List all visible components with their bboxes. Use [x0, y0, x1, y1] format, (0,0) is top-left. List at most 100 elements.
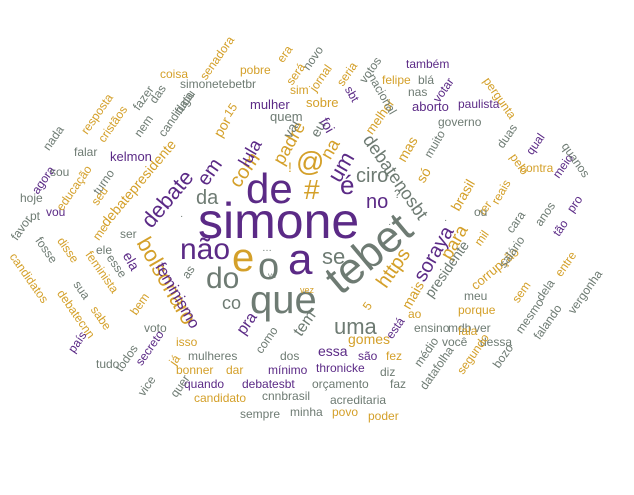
word-ele: ele	[96, 243, 113, 257]
word-sobre: sobre	[306, 95, 339, 110]
word-simonetebetbr: simonetebetbr	[180, 77, 257, 91]
word-disse: disse	[54, 234, 82, 266]
word-sm1: ·	[180, 211, 184, 222]
word-sem: sem	[509, 278, 534, 306]
word-a: a	[288, 235, 313, 284]
word-sm3: ·	[388, 219, 392, 230]
word-reais: reais	[488, 177, 514, 207]
word-meu: meu	[464, 289, 488, 303]
word-pt: pt	[30, 209, 41, 223]
word-qual: qual	[523, 130, 548, 158]
word-gomes: gomes	[348, 331, 391, 347]
word-nada: nada	[39, 123, 67, 153]
word-por: por	[210, 114, 235, 140]
word-ser: ser	[120, 227, 137, 241]
word-quem: quem	[270, 109, 303, 124]
word-hoje: hoje	[20, 191, 43, 205]
word-mulheres: mulheres	[188, 349, 238, 363]
word-entre: entre	[552, 248, 580, 280]
word-de: de	[246, 165, 293, 212]
word-fosse: fosse	[32, 234, 61, 266]
word-coisa: coisa	[160, 67, 189, 81]
word-q: ?	[394, 187, 401, 201]
word-contra: contra	[520, 161, 554, 175]
word-esta: está	[383, 314, 408, 342]
word-pro: pro	[563, 192, 586, 216]
word-tao: tão	[549, 217, 571, 239]
word-kelmon: kelmon	[110, 149, 152, 164]
word-mdb: mdb	[448, 321, 472, 335]
word-n5: 5	[359, 299, 375, 313]
word-duas: duas	[493, 121, 521, 151]
word-quer: quer	[167, 372, 193, 400]
word-cnnbrasil: cnnbrasil	[262, 389, 311, 403]
word-orcamento: orçamento	[312, 377, 369, 391]
word-sempre: sempre	[240, 407, 281, 421]
word-quando: quando	[184, 377, 225, 391]
word-senadora: senadora	[196, 33, 238, 83]
word-ea: é	[340, 170, 355, 200]
word-falar: falar	[74, 145, 98, 159]
word-ou: ou	[474, 205, 488, 219]
word-nao: não	[180, 233, 231, 266]
word-muito: muito	[421, 127, 449, 161]
word-da: da	[196, 187, 219, 209]
word-tambem: também	[406, 57, 450, 71]
word-acreditaria: acreditaria	[330, 393, 387, 407]
word-fez: fez	[386, 349, 403, 363]
word-faz: faz	[390, 377, 407, 391]
word-isso: isso	[176, 335, 198, 349]
word-minimo: mínimo	[268, 363, 308, 377]
word-dos: dos	[280, 349, 300, 363]
word-thronicke: thronicke	[316, 361, 365, 375]
word-no: no	[366, 191, 389, 213]
word-ellipsis: …	[262, 243, 272, 254]
word-mulher: mulher	[250, 97, 290, 112]
word-como: como	[252, 323, 281, 357]
word-vice: vice	[134, 373, 159, 399]
word-minha: minha	[290, 405, 323, 419]
word-pobre: pobre	[240, 63, 271, 77]
word-e: e	[232, 236, 255, 280]
word-era: era	[273, 42, 296, 66]
word-votar: votar	[429, 75, 457, 105]
word-felipe: felipe	[382, 73, 411, 87]
word-vergonha: vergonha	[564, 267, 606, 317]
word-vez: vez	[300, 285, 315, 295]
word-simone: simone	[198, 193, 360, 249]
word-candidato: candidato	[194, 391, 247, 405]
word-seria: seria	[333, 59, 361, 89]
word-ciro: ciro	[356, 165, 389, 187]
word-bla: blá	[418, 73, 435, 87]
word-uma: uma	[334, 314, 377, 339]
word-fala: fala	[458, 324, 478, 338]
word-sm2: ·	[444, 215, 448, 226]
word-mil: mil	[471, 227, 492, 249]
word-do: do	[206, 262, 240, 295]
word-mas: mas	[393, 133, 421, 165]
word-so: só	[412, 164, 435, 186]
word-sim: sim	[290, 83, 309, 97]
word-sua: sua	[70, 278, 93, 302]
word-voto: voto	[144, 321, 167, 335]
word-governo: governo	[438, 115, 482, 129]
word-se: se	[322, 244, 346, 269]
word-vc: vc	[268, 271, 276, 280]
word-o: o	[258, 246, 280, 288]
word-que: que	[250, 278, 317, 322]
word-cara: cara	[503, 208, 529, 236]
word-voce: você	[442, 335, 468, 349]
word-at: @	[296, 146, 325, 177]
word-bonner: bonner	[176, 363, 214, 377]
word-bem: bem	[127, 290, 153, 318]
word-diz: diz	[380, 365, 396, 379]
word-debatesbt: debatesbt	[242, 377, 295, 391]
word-ver: ver	[474, 321, 491, 335]
word-aborto: aborto	[412, 99, 449, 114]
word-nas: nas	[408, 85, 428, 99]
word-excl: !	[288, 159, 292, 175]
word-co: co	[222, 293, 242, 313]
word-povo: povo	[332, 405, 359, 419]
word-poder: poder	[368, 409, 399, 423]
